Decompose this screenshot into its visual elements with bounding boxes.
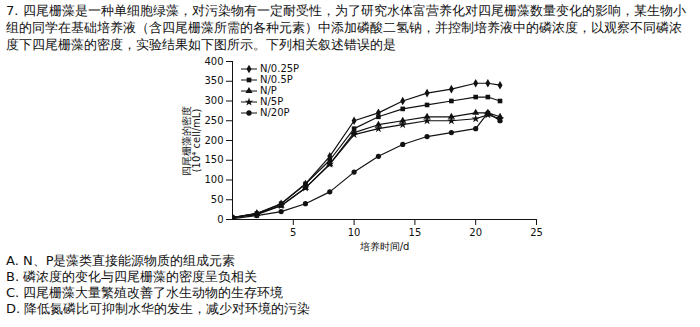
svg-text:四尾栅藻的密度(10⁴ cell/mL): 四尾栅藻的密度(10⁴ cell/mL): [181, 106, 202, 176]
svg-text:100: 100: [204, 174, 223, 185]
html-text:7. 四尾栅藻是一种单细胞绿藻，对污染物有一定耐受性，为了研: 7. 四尾栅藻是一种单细胞绿藻，对污染物有一定耐受性，为了研究水体富营养化对四尾…: [6, 3, 686, 52]
svg-text:培养时间/d: 培养时间/d: [359, 241, 410, 252]
svg-text:10: 10: [348, 227, 361, 238]
svg-text:15: 15: [409, 227, 422, 238]
html-text:N/5P: N/5P: [260, 96, 284, 107]
svg-text:50: 50: [211, 194, 224, 205]
svg-text:250: 250: [204, 115, 223, 126]
html-text:B. 磷浓度的变化与四尾栅藻的密度呈负相关: B. 磷浓度的变化与四尾栅藻的密度呈负相关: [6, 269, 258, 284]
svg-text:150: 150: [204, 154, 223, 165]
svg-text:20: 20: [469, 227, 482, 238]
html-text:D. 降低氮磷比可抑制水华的发生，减少对环境的污染: D. 降低氮磷比可抑制水华的发生，减少对环境的污染: [6, 301, 311, 316]
html-text:N/0.25P: N/0.25P: [260, 63, 300, 74]
svg-text:200: 200: [204, 135, 223, 146]
svg-text:350: 350: [204, 75, 223, 86]
svg-text:300: 300: [204, 95, 223, 106]
html-text:N/0.5P: N/0.5P: [260, 74, 293, 85]
svg-text:25: 25: [530, 227, 543, 238]
html-text:N/20P: N/20P: [260, 107, 290, 118]
svg-text:5: 5: [290, 227, 296, 238]
html-text:N/P: N/P: [260, 85, 277, 96]
html-text:C. 四尾栅藻大量繁殖改善了水生动物的生存环境: C. 四尾栅藻大量繁殖改善了水生动物的生存环境: [6, 285, 284, 300]
svg-text:0: 0: [217, 214, 223, 225]
html-text:A. N、P是藻类直接能源物质的组成元素: A. N、P是藻类直接能源物质的组成元素: [6, 253, 236, 268]
svg-text:400: 400: [204, 56, 223, 67]
